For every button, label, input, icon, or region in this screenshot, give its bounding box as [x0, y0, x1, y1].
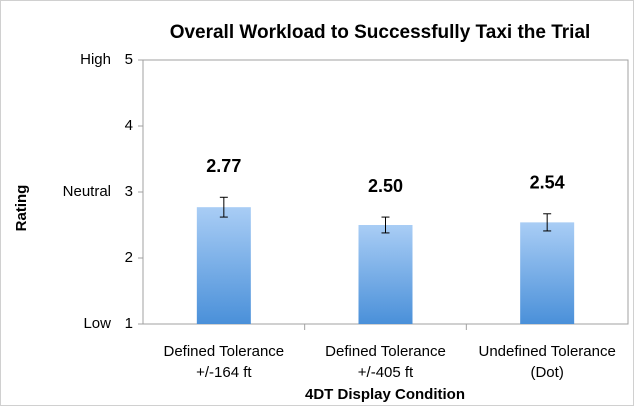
x-tick-label: Defined Tolerance: [164, 343, 285, 360]
y-tick-label: 5: [125, 51, 133, 68]
y-tick-label: 4: [125, 117, 133, 134]
value-label: 2.50: [368, 176, 403, 196]
y-tick-label: 1: [125, 315, 133, 332]
value-label: 2.54: [530, 173, 565, 193]
y-level-label: Low: [83, 315, 111, 332]
chart-title: Overall Workload to Successfully Taxi th…: [170, 22, 591, 43]
y-level-label: Neutral: [63, 183, 111, 200]
value-label: 2.77: [206, 156, 241, 176]
x-tick-label: Undefined Tolerance: [479, 343, 616, 360]
x-tick-label: Defined Tolerance: [325, 343, 446, 360]
x-tick-label: +/-405 ft: [358, 364, 414, 381]
error-bar: [543, 213, 552, 232]
x-tick-label: +/-164 ft: [196, 364, 252, 381]
bar: [520, 222, 575, 324]
bar: [196, 207, 251, 324]
y-axis-label: Rating: [13, 185, 30, 232]
y-level-label: High: [80, 51, 111, 68]
y-tick-label: 3: [125, 183, 133, 200]
x-axis-label: 4DT Display Condition: [305, 386, 465, 403]
error-bar: [381, 216, 390, 234]
x-tick-label: (Dot): [530, 364, 563, 381]
bar: [358, 225, 413, 324]
error-bar: [219, 196, 228, 218]
y-tick-label: 2: [125, 249, 133, 266]
